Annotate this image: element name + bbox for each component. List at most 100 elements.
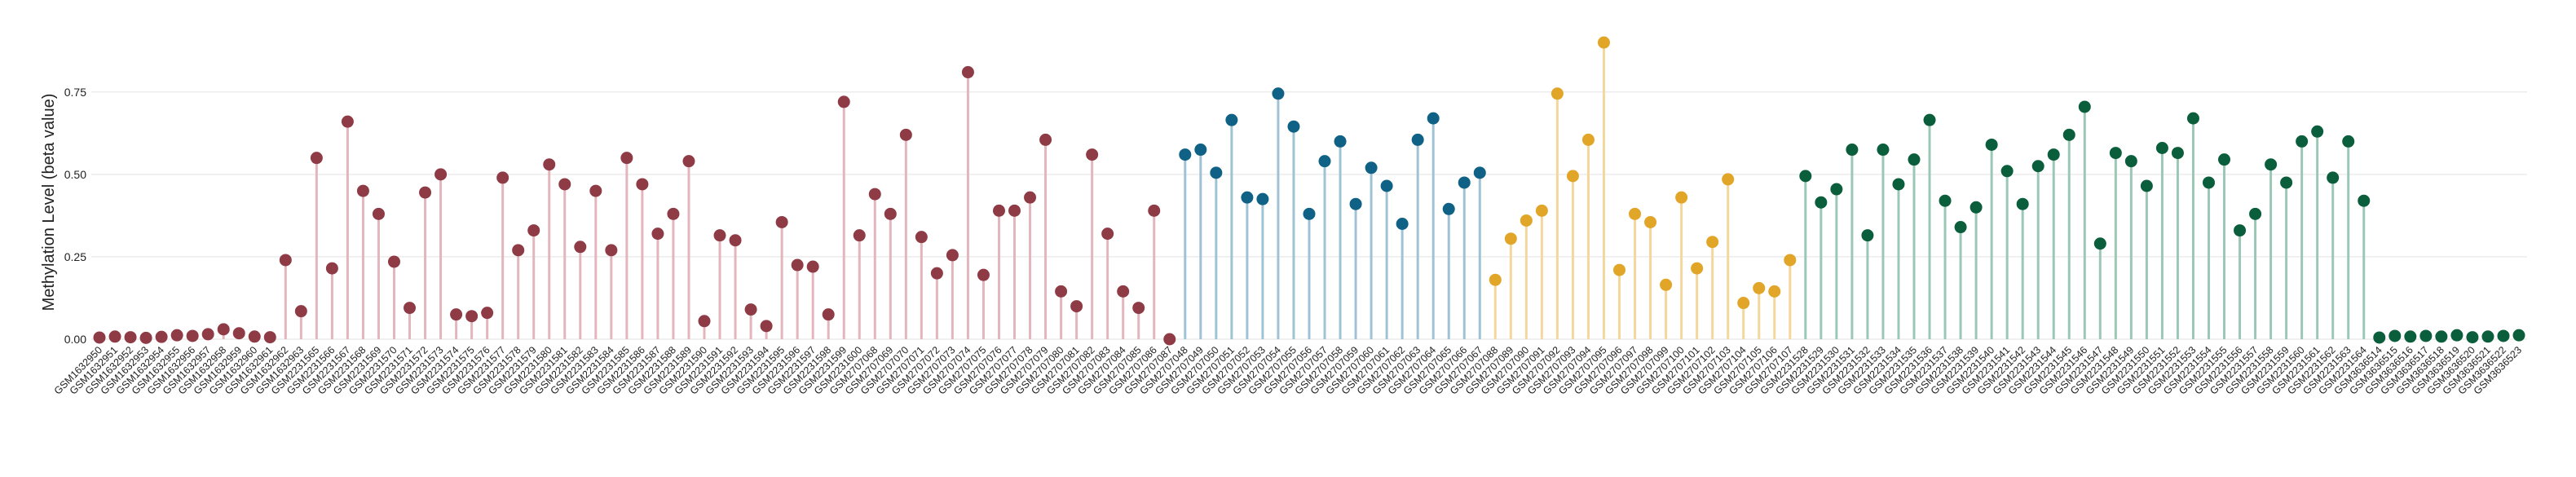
lollipop-point [1877,144,1890,157]
lollipop-point [620,152,633,165]
lollipop-point [1985,138,1998,151]
lollipop-point [1256,192,1269,205]
lollipop-point [2497,329,2510,342]
lollipop-point [1535,204,1548,217]
lollipop-point [1768,285,1781,298]
lollipop-point [698,315,711,328]
lollipop-point [2093,237,2106,250]
y-tick-label: 0.75 [64,86,86,99]
x-tick-labels: GSM1632950GSM1632951GSM1632952GSM1632953… [52,344,2524,396]
lollipop-point [2404,330,2417,343]
lollipop-point [2171,147,2184,160]
lollipop-point [2481,330,2494,343]
lollipop-point [682,155,695,168]
lollipop-point [2342,135,2355,148]
lollipop-point [1210,166,1223,179]
lollipop-point [201,328,214,341]
y-tick-label: 0.25 [64,250,86,263]
lollipop-point [108,330,121,343]
lollipop-point [248,330,261,343]
lollipop-point [1396,217,1409,230]
lollipop-point [1179,148,1192,161]
lollipop-point [419,186,432,199]
lollipop-point [729,234,742,247]
lollipop-point [1939,194,1952,207]
lollipop-point [186,329,199,342]
lollipop-point [744,303,757,316]
lollipop-point [1365,161,1378,174]
lollipop-point [356,184,369,197]
lollipop-point [713,229,726,242]
lollipop-point [2435,330,2448,343]
lollipop-point [170,329,183,342]
lollipop-point [2450,329,2464,342]
lollipop-point [1830,183,1843,196]
y-axis-label: Methylation Level (beta value) [40,94,58,311]
lollipop-point [1458,176,1471,189]
lollipop-point [1489,273,1502,286]
lollipop-point [1504,232,1517,245]
lollipop-point [1969,201,1983,214]
lollipop-point [310,152,323,165]
lollipop-point [1070,300,1083,313]
lollipop-point [1272,87,1285,100]
lollipop-point [1520,214,1533,227]
lollipop-point [2389,329,2402,342]
lollipop-point [93,331,106,344]
points [93,36,2525,346]
lollipop-point [760,320,773,333]
lollipop-point [930,267,943,280]
lollipop-point [1753,281,1766,294]
lollipop-point [2296,135,2309,148]
lollipop-point [868,188,881,201]
lollipop-point [1923,113,1936,126]
lollipop-point [2265,158,2278,171]
lollipop-point [1613,263,1626,276]
lollipop-point [915,231,928,244]
lollipop-point [387,255,400,268]
lollipop-point [1954,221,1967,234]
lollipop-point [1008,204,1021,217]
lollipop-point [1117,285,1130,298]
lollipop-point [2000,165,2014,178]
lollipop-point [124,331,137,344]
lollipop-point [1629,207,1642,220]
lollipop-point [1908,153,1921,166]
lollipop-point [636,178,649,191]
lollipop-point [961,66,974,79]
lollipop-point [527,224,540,237]
lollipop-point [1194,144,1207,157]
lollipop-point [543,158,556,171]
lollipop-point [2358,194,2371,207]
lollipop-point [1706,236,1719,249]
lollipop-point [1225,113,1238,126]
lollipop-point [1861,229,1874,242]
lollipop-point [2047,148,2060,161]
lollipop-point [1334,135,1347,148]
lollipop-point [341,115,354,128]
lollipop-point [1055,285,1068,298]
lollipop-point [404,302,417,315]
lollipop-point [791,258,804,272]
lollipop-point [2249,207,2262,220]
lollipop-point [2140,179,2153,192]
lollipop-point [977,268,990,281]
lollipop-point [1303,207,1316,220]
lollipop-point [806,260,819,273]
lollipop-point [1550,87,1564,100]
lollipop-point [1597,36,1610,49]
lollipop-point [2234,224,2247,237]
lollipop-point [2280,176,2293,189]
lollipop-point [899,128,912,141]
lollipop-point [1660,278,1673,291]
lollipop-point [1473,166,1486,179]
stems [98,42,2521,339]
lollipop-point [1722,173,1735,186]
lollipop-point [434,168,448,181]
lollipop-point [2109,147,2122,160]
lollipop-point [1892,178,1905,191]
lollipop-point [1148,204,1161,217]
lollipop-point [651,227,664,241]
lollipop-point [2202,176,2215,189]
